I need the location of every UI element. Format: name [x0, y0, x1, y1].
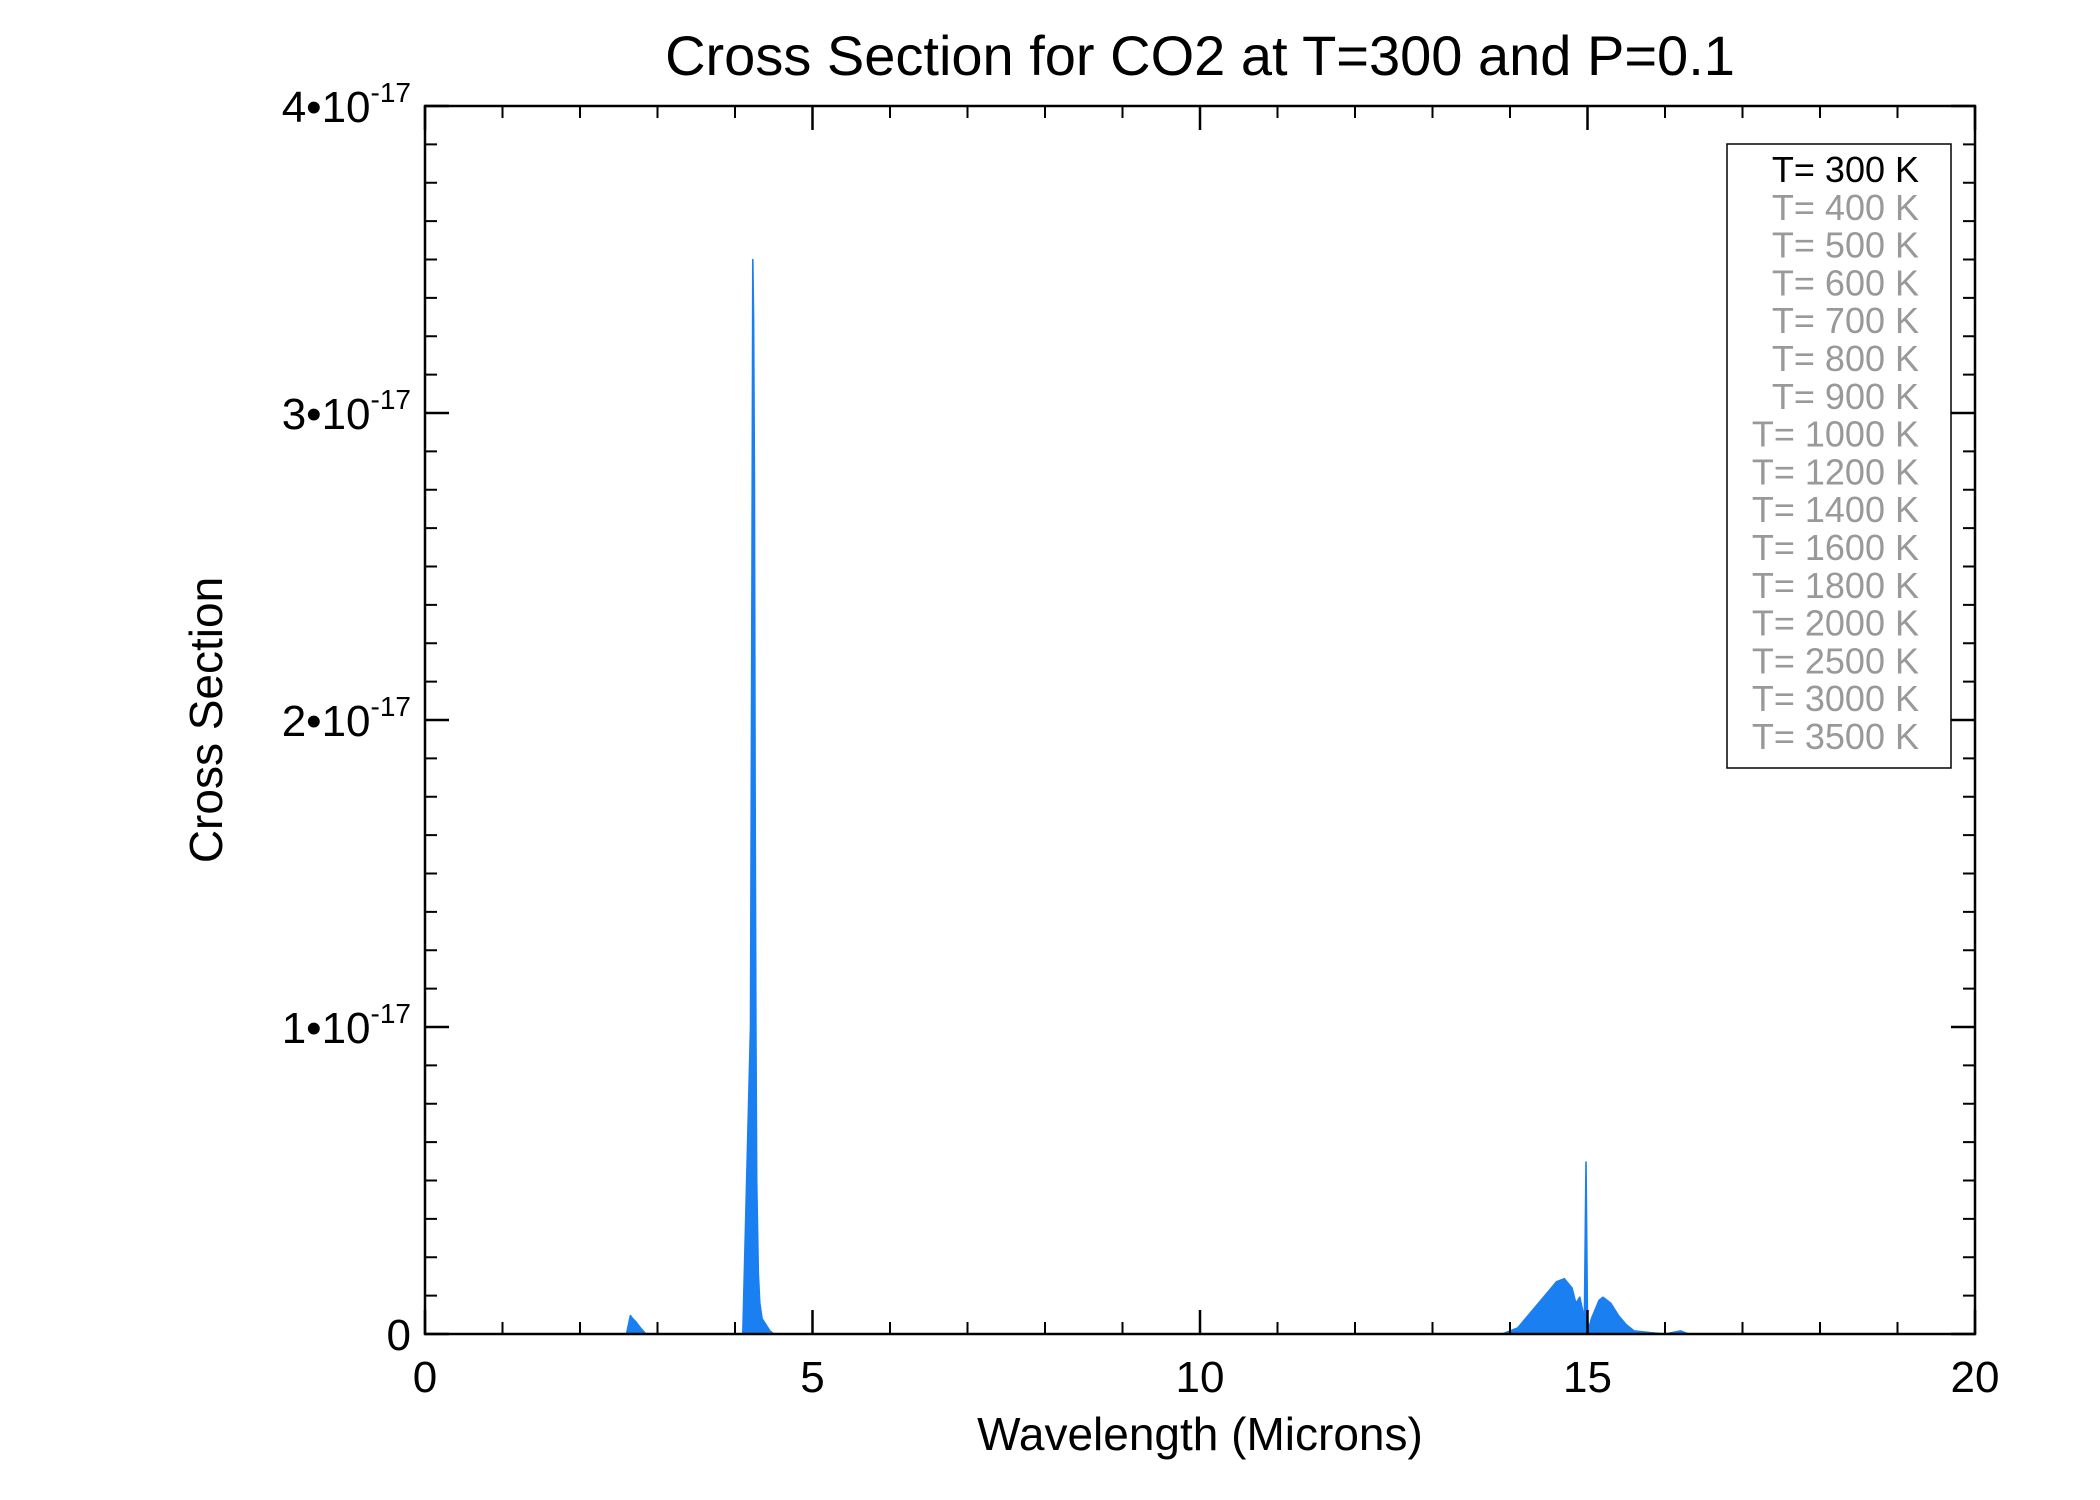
legend-item-1000k: T= 1000 K [1752, 414, 1919, 455]
y-tick-label: 4•10-17 [282, 77, 411, 132]
y-tick-label-exponent: -17 [371, 998, 411, 1029]
legend-item-2500k: T= 2500 K [1752, 640, 1919, 681]
legend-item-800k: T= 800 K [1772, 338, 1919, 379]
x-tick-label: 20 [1951, 1353, 2000, 1402]
legend-item-1800k: T= 1800 K [1752, 565, 1919, 606]
legend-items: T= 300 KT= 400 KT= 500 KT= 600 KT= 700 K… [1752, 149, 1919, 757]
legend-item-1200k: T= 1200 K [1752, 451, 1919, 492]
legend-item-1600k: T= 1600 K [1752, 527, 1919, 568]
plot-area [423, 104, 1977, 1336]
ticks-layer [423, 104, 1977, 1336]
y-axis-label: Cross Section [180, 577, 232, 863]
legend-item-400k: T= 400 K [1772, 187, 1919, 228]
x-tick-label: 10 [1176, 1353, 1225, 1402]
y-tick-label: 2•10-17 [282, 691, 411, 746]
chart-title: Cross Section for CO2 at T=300 and P=0.1 [665, 24, 1735, 87]
y-tick-labels: 01•10-172•10-173•10-174•10-17 [282, 77, 411, 1360]
x-tick-label: 5 [800, 1353, 824, 1402]
y-tick-label: 3•10-17 [282, 384, 411, 439]
x-tick-label: 15 [1563, 1353, 1612, 1402]
legend-item-900k: T= 900 K [1772, 376, 1919, 417]
legend-item-3000k: T= 3000 K [1752, 678, 1919, 719]
legend-item-700k: T= 700 K [1772, 300, 1919, 341]
legend: T= 300 KT= 400 KT= 500 KT= 600 KT= 700 K… [1726, 143, 1952, 769]
legend-item-2000k: T= 2000 K [1752, 603, 1919, 644]
y-tick-label: 1•10-17 [282, 998, 411, 1053]
legend-item-3500k: T= 3500 K [1752, 716, 1919, 757]
y-tick-label-base: 3•10 [282, 390, 371, 439]
legend-box [1726, 143, 1952, 769]
y-tick-label-base: 1•10 [282, 1004, 371, 1053]
y-tick-label: 0 [387, 1311, 411, 1360]
legend-item-500k: T= 500 K [1772, 225, 1919, 266]
legend-item-600k: T= 600 K [1772, 262, 1919, 303]
x-axis-label: Wavelength (Microns) [977, 1408, 1423, 1460]
legend-item-1400k: T= 1400 K [1752, 489, 1919, 530]
y-tick-label-base: 4•10 [282, 83, 371, 132]
x-tick-labels: 0 5 10 15 20 [413, 1353, 2000, 1402]
y-tick-label-base: 0 [387, 1311, 411, 1360]
y-tick-label-exponent: -17 [371, 77, 411, 108]
y-tick-label-exponent: -17 [371, 691, 411, 722]
legend-item-300k: T= 300 K [1772, 149, 1919, 190]
x-tick-label: 0 [413, 1353, 437, 1402]
y-tick-label-exponent: -17 [371, 384, 411, 415]
y-tick-label-base: 2•10 [282, 697, 371, 746]
